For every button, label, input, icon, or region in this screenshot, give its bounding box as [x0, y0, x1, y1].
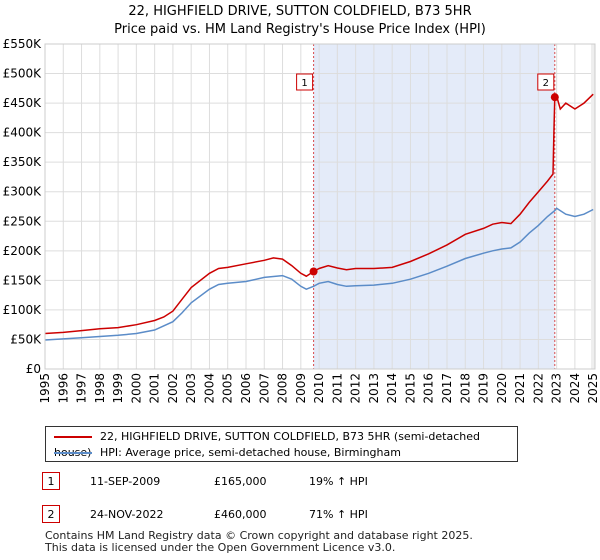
plot-frame	[44, 43, 596, 370]
chart-subtitle: Price paid vs. HM Land Registry's House …	[114, 22, 486, 37]
transaction-label-box	[537, 73, 555, 91]
transaction-date: 11-SEP-2009	[90, 475, 161, 488]
legend-label-property: 22, HIGHFIELD DRIVE, SUTTON COLDFIELD, B…	[54, 430, 481, 459]
x-tick-label: 1997	[75, 373, 89, 404]
x-tick-label: 2016	[422, 373, 436, 404]
x-tick-label: 2010	[312, 373, 326, 404]
x-tick-label: 2002	[166, 373, 180, 404]
y-tick-label: £250K	[3, 214, 43, 228]
footer-line: Contains HM Land Registry data © Crown c…	[45, 529, 473, 542]
x-tick-label: 2001	[148, 373, 162, 404]
x-tick-label: 2020	[495, 373, 509, 404]
y-tick-label: £100K	[3, 303, 43, 317]
transaction-point	[550, 93, 559, 102]
x-tick-label: 2008	[276, 373, 290, 404]
legend-swatch-hpi	[54, 452, 92, 454]
transaction-price: £460,000	[214, 508, 267, 521]
y-tick-label: £50K	[10, 332, 42, 346]
y-tick-label: £0	[26, 362, 41, 376]
transaction-badge: 2	[42, 505, 60, 523]
x-tick-label: 2025	[586, 373, 600, 404]
x-tick-label: 2022	[531, 373, 545, 404]
series-line-hpi	[44, 207, 594, 341]
footer-copyright: Contains HM Land Registry data © Crown c…	[45, 530, 473, 554]
transaction-label: 2	[543, 78, 549, 89]
chart-legend: 22, HIGHFIELD DRIVE, SUTTON COLDFIELD, B…	[45, 426, 518, 462]
footer-line: This data is licensed under the Open Gov…	[45, 541, 396, 554]
x-tick-label: 2005	[221, 373, 235, 404]
x-tick-label: 2017	[440, 373, 454, 404]
y-tick-label: £150K	[3, 273, 43, 287]
transaction-hpi-change: 19% ↑ HPI	[309, 475, 368, 488]
x-tick-label: 2004	[202, 373, 216, 404]
shaded-ownership-range	[313, 44, 555, 369]
transaction-date: 24-NOV-2022	[90, 508, 164, 521]
x-tick-label: 2006	[239, 373, 253, 404]
x-tick-label: 1998	[93, 373, 107, 404]
legend-item-hpi: HPI: Average price, semi-detached house,…	[54, 445, 401, 461]
x-tick-label: 2015	[403, 373, 417, 404]
transaction-price: £165,000	[214, 475, 267, 488]
future-hatch	[591, 44, 595, 369]
legend-label-hpi: HPI: Average price, semi-detached house,…	[100, 446, 401, 459]
x-tick-label: 2021	[513, 373, 527, 404]
x-tick-label: 2012	[349, 373, 363, 404]
x-tick-label: 1996	[56, 373, 70, 404]
x-tick-label: 2019	[477, 373, 491, 404]
transaction-hpi-change: 71% ↑ HPI	[309, 508, 368, 521]
transaction-badge: 1	[42, 472, 60, 490]
x-tick-label: 2011	[330, 373, 344, 404]
x-tick-label: 2009	[294, 373, 308, 404]
y-tick-label: £550K	[3, 37, 43, 51]
x-tick-label: 2014	[385, 373, 399, 404]
x-tick-label: 2018	[458, 373, 472, 404]
legend-swatch-property	[54, 436, 92, 438]
y-tick-label: £500K	[3, 67, 43, 81]
series-line-property	[44, 93, 594, 335]
x-tick-label: 2003	[184, 373, 198, 404]
x-tick-label: 2024	[568, 373, 582, 404]
transaction-label: 1	[301, 78, 307, 89]
x-tick-label: 2013	[367, 373, 381, 404]
transaction-label-box	[296, 73, 314, 91]
x-tick-label: 2007	[257, 373, 271, 404]
x-tick-label: 1999	[111, 373, 125, 404]
transaction-point	[309, 267, 318, 276]
x-tick-label: 2023	[550, 373, 564, 404]
chart-title: 22, HIGHFIELD DRIVE, SUTTON COLDFIELD, B…	[128, 4, 472, 19]
y-tick-label: £350K	[3, 155, 43, 169]
price-chart: 1 2 £0 £50K £100K £150K £200K £250K £300K £350K £4…	[3, 37, 600, 404]
y-tick-label: £400K	[3, 126, 43, 140]
x-tick-label: 2000	[129, 373, 143, 404]
x-tick-label: 1995	[38, 373, 52, 404]
y-tick-label: £450K	[3, 96, 43, 110]
legend-item-property: 22, HIGHFIELD DRIVE, SUTTON COLDFIELD, B…	[54, 429, 517, 459]
y-tick-label: £300K	[3, 185, 43, 199]
y-tick-label: £200K	[3, 244, 43, 258]
